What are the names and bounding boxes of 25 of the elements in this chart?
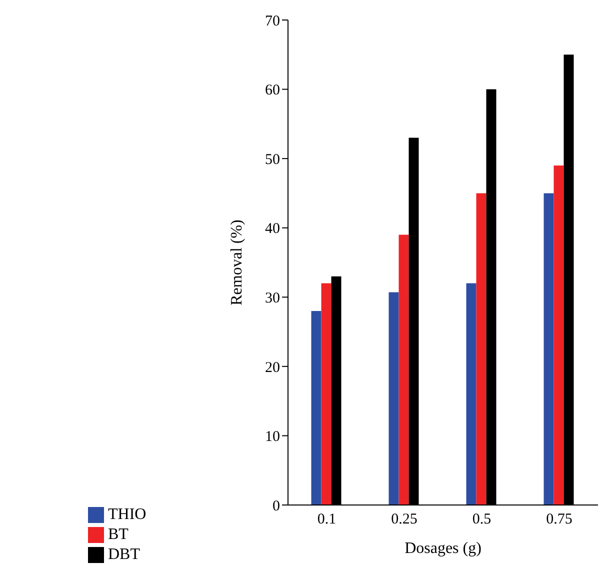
y-tick-label: 10 [265,429,280,446]
bar [544,193,554,505]
legend-label: THIO [108,506,146,523]
y-tick-label: 60 [265,82,280,99]
bar [388,292,399,505]
y-tick-label: 20 [265,360,280,376]
y-tick-label: 40 [265,221,280,238]
y-tick-label: 0 [272,498,280,514]
x-axis-title: Dosages (g) [404,540,482,557]
bar [398,234,409,505]
x-tick-label: 0.25 [391,512,418,528]
bar [554,166,564,505]
x-tick-label: 0.1 [317,512,336,528]
x-tick-label: 0.75 [546,512,572,528]
y-tick-label: 30 [265,290,280,306]
bar [476,193,486,505]
legend-label: DBT [108,546,140,563]
bar [311,311,322,505]
y-tick-label: 50 [265,152,280,168]
y-axis-title: Removal (%) [228,220,246,306]
bar [321,283,332,505]
y-tick-label: 70 [265,13,280,30]
x-tick-label: 0.5 [472,512,492,528]
bar [466,283,476,505]
legend-label: BT [108,526,128,543]
